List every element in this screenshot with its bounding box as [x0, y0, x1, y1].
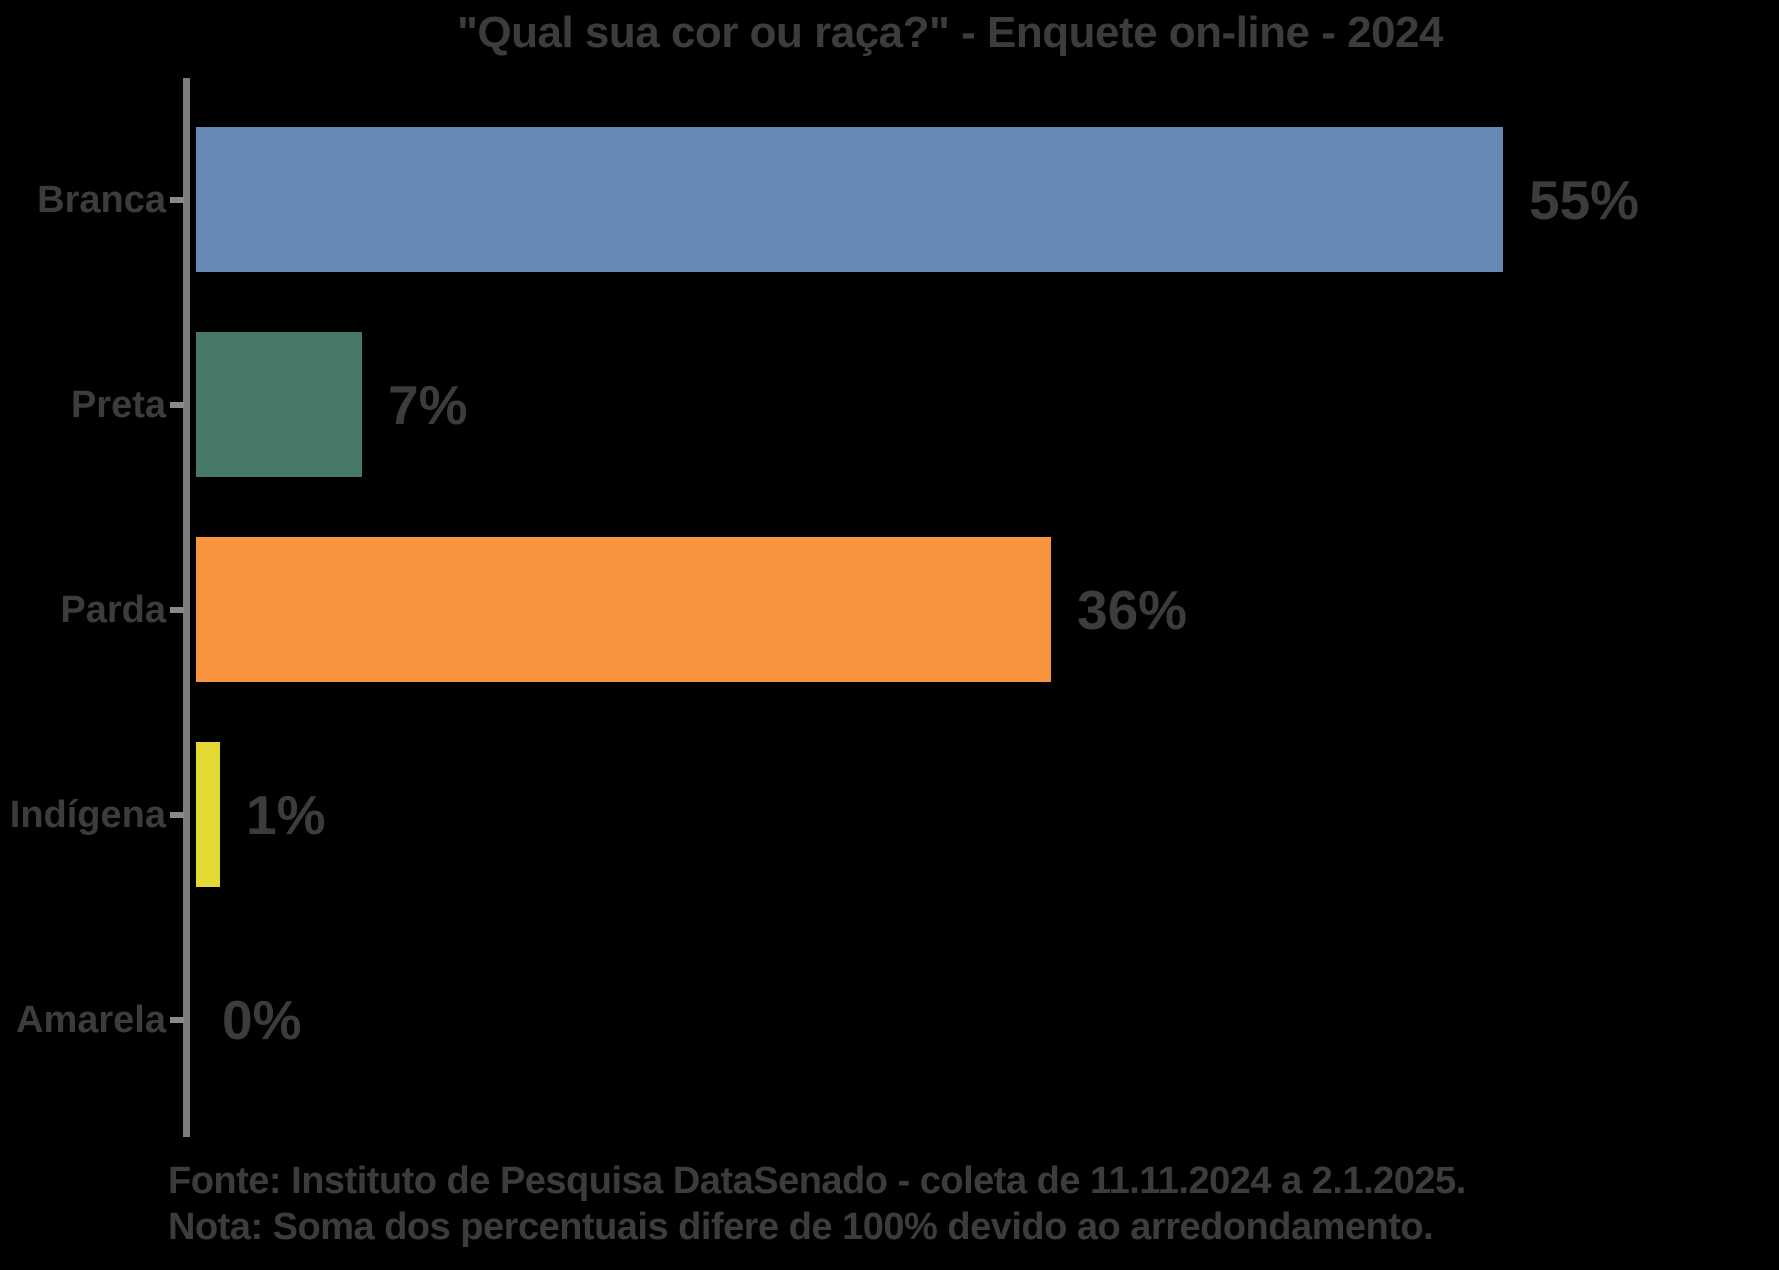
axis-tick-parda: [170, 607, 184, 613]
value-label-amarela: 0%: [222, 989, 302, 1051]
axis-tick-amarela: [170, 1017, 184, 1023]
category-label-amarela: Amarela: [16, 999, 166, 1041]
chart-title: "Qual sua cor ou raça?" - Enquete on-lin…: [457, 8, 1443, 57]
value-label-parda: 36%: [1077, 579, 1188, 641]
value-label-preta: 7%: [388, 374, 468, 436]
category-label-branca: Branca: [37, 179, 166, 221]
axis-tick-indigena: [170, 812, 184, 818]
fonte-line: Fonte: Instituto de Pesquisa DataSenado …: [168, 1160, 1466, 1202]
axis-tick-branca: [170, 197, 184, 203]
bar-preta: [196, 332, 362, 477]
value-label-indigena: 1%: [246, 784, 326, 846]
value-label-branca: 55%: [1529, 169, 1640, 231]
bar-parda: [196, 537, 1051, 682]
category-label-indigena: Indígena: [9, 794, 166, 836]
category-label-parda: Parda: [60, 589, 166, 631]
axis-tick-preta: [170, 402, 184, 408]
source-note: Fonte: Instituto de Pesquisa DataSenado …: [168, 1158, 1466, 1250]
bar-indigena: [196, 742, 220, 887]
y-axis-line: [183, 78, 190, 1137]
nota-line: Nota: Soma dos percentuais difere de 100…: [168, 1206, 1434, 1248]
bar-branca: [196, 127, 1503, 272]
category-label-preta: Preta: [70, 384, 166, 426]
